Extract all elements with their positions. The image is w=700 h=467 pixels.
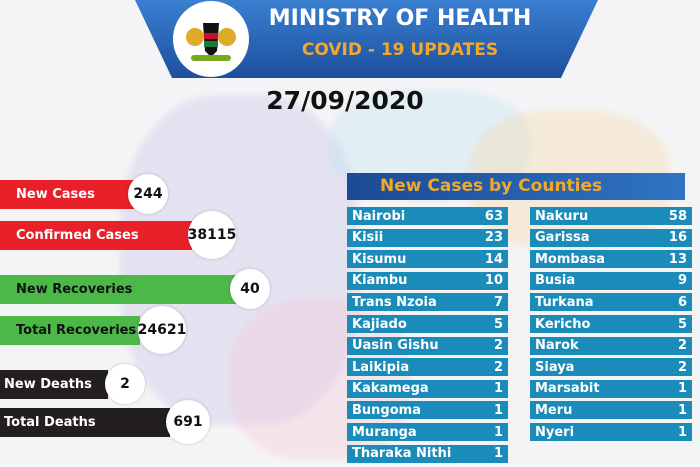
stat-bar: New Cases [0,180,135,209]
county-cases: 7 [493,294,503,310]
county-row: Nyeri 1 [530,423,692,441]
county-row: Nairobi 63 [347,207,508,225]
county-cases: 10 [484,273,503,289]
county-row: Turkana 6 [530,293,692,312]
stat-bar: New Recoveries [0,275,238,304]
county-cases: 2 [493,338,503,354]
stat-bar: Total Deaths [0,408,170,437]
stat-label: Total Recoveries [16,323,137,338]
county-row: Siaya 2 [530,358,692,377]
county-name: Garissa [535,230,590,246]
county-cases: 1 [677,381,687,397]
county-cases: 14 [484,251,503,267]
stat-label: New Recoveries [16,282,133,297]
stat-value: 244 [128,174,168,214]
county-row: Bungoma 1 [347,401,508,420]
county-row: Garissa 16 [530,228,692,247]
stat-label: Confirmed Cases [16,228,139,243]
county-name: Narok [535,338,579,354]
county-name: Nakuru [535,208,589,224]
stat-bar: New Deaths [0,370,108,399]
stat-label: New Cases [16,187,95,202]
county-cases: 1 [677,424,687,440]
stat-label: Total Deaths [4,415,96,430]
stat-value: 40 [230,269,270,309]
header-title: MINISTRY OF HEALTH [268,6,532,31]
stat-bar: Total Recoveries [0,316,140,345]
county-row: Tharaka Nithi 1 [347,444,508,463]
county-name: Meru [535,402,573,418]
county-cases: 1 [677,402,687,418]
county-cases: 5 [493,316,503,332]
county-row: Trans Nzoia 7 [347,293,508,312]
county-cases: 16 [668,230,687,246]
coat-of-arms-logo [173,1,249,77]
county-name: Kajiado [352,316,407,332]
county-name: Kisii [352,230,384,246]
counties-title: New Cases by Counties [347,173,685,200]
county-cases: 1 [493,381,503,397]
map-background [120,95,360,425]
county-name: Muranga [352,424,417,440]
county-row: Uasin Gishu 2 [347,336,508,355]
county-cases: 9 [677,273,687,289]
stat-bar: Confirmed Cases [0,221,192,250]
stat-label: New Deaths [4,377,92,392]
county-row: Marsabit 1 [530,379,692,398]
stat-value: 2 [105,364,145,404]
county-name: Siaya [535,359,575,375]
county-cases: 1 [493,446,503,462]
county-name: Kisumu [352,251,407,267]
county-name: Trans Nzoia [352,294,437,310]
report-date: 27/09/2020 [266,86,424,115]
county-name: Kericho [535,316,591,332]
county-cases: 2 [677,359,687,375]
county-name: Kiambu [352,273,408,289]
county-name: Bungoma [352,402,421,418]
county-cases: 5 [677,316,687,332]
county-cases: 13 [668,251,687,267]
county-cases: 2 [677,338,687,354]
county-name: Nairobi [352,208,406,224]
county-cases: 23 [484,230,503,246]
county-name: Kakamega [352,381,429,397]
county-name: Nyeri [535,424,575,440]
county-row: Meru 1 [530,401,692,420]
county-cases: 63 [484,208,503,224]
county-name: Turkana [535,294,594,310]
county-row: Nakuru 58 [530,207,692,225]
county-cases: 6 [677,294,687,310]
stat-value: 691 [166,400,210,444]
county-row: Kiambu 10 [347,271,508,290]
county-name: Laikipia [352,359,410,375]
county-name: Marsabit [535,381,600,397]
county-name: Tharaka Nithi [352,446,452,462]
county-row: Laikipia 2 [347,358,508,377]
county-row: Narok 2 [530,336,692,355]
county-row: Kakamega 1 [347,379,508,398]
stat-value: 24621 [138,306,186,354]
county-name: Busia [535,273,576,289]
county-row: Mombasa 13 [530,250,692,269]
county-row: Kisii 23 [347,228,508,247]
stat-value: 38115 [188,211,236,259]
county-row: Kericho 5 [530,315,692,333]
county-row: Muranga 1 [347,423,508,441]
county-row: Kisumu 14 [347,250,508,269]
county-cases: 1 [493,424,503,440]
county-cases: 1 [493,402,503,418]
county-name: Mombasa [535,251,606,267]
county-row: Kajiado 5 [347,315,508,333]
header-subtitle: COVID - 19 UPDATES [301,40,499,60]
county-cases: 58 [668,208,687,224]
county-row: Busia 9 [530,271,692,290]
county-name: Uasin Gishu [352,338,439,354]
county-cases: 2 [493,359,503,375]
